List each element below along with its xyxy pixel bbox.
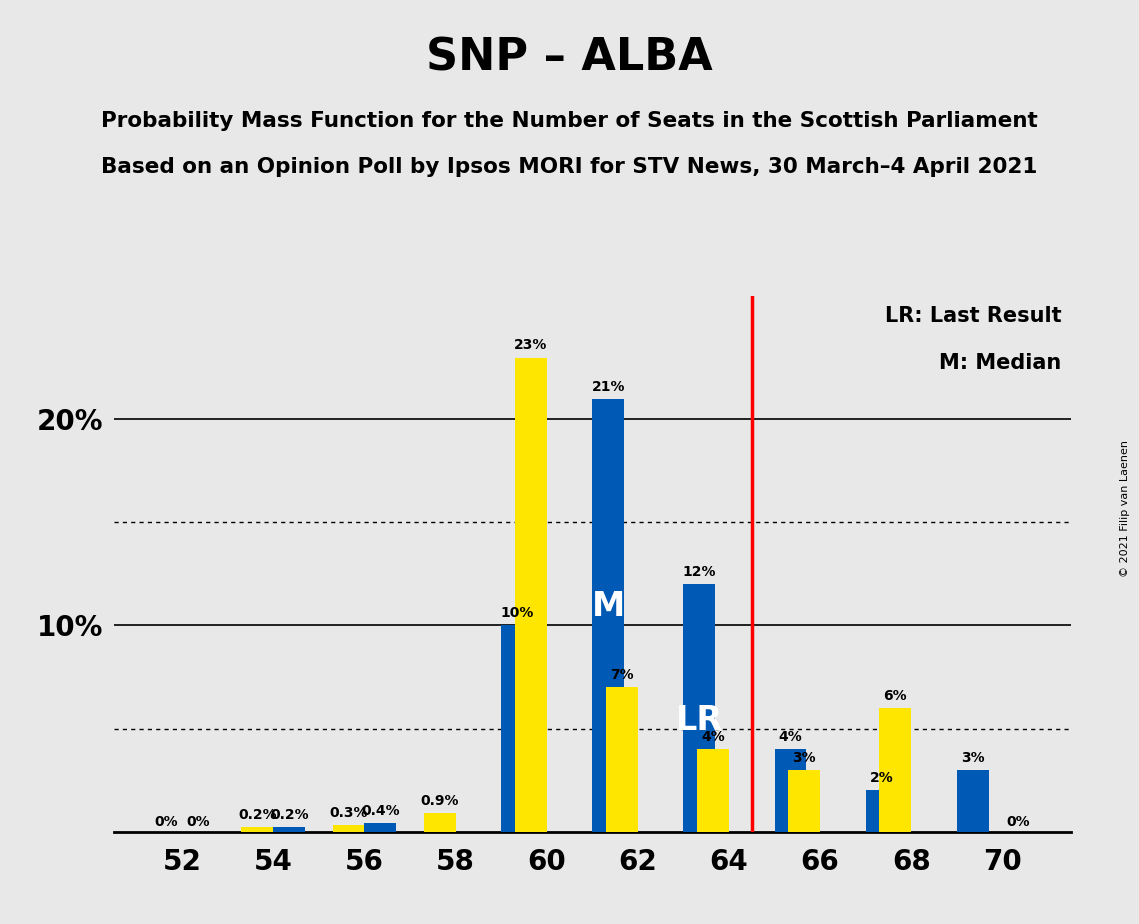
- Bar: [879, 708, 911, 832]
- Bar: [683, 584, 715, 832]
- Text: 0.4%: 0.4%: [361, 804, 400, 819]
- Bar: [697, 749, 729, 832]
- Text: 2%: 2%: [870, 772, 893, 785]
- Bar: [424, 813, 456, 832]
- Bar: [241, 828, 273, 832]
- Bar: [957, 770, 989, 832]
- Text: 10%: 10%: [500, 606, 534, 620]
- Text: LR: LR: [675, 704, 723, 736]
- Text: 0.2%: 0.2%: [238, 808, 277, 822]
- Text: 21%: 21%: [591, 380, 625, 394]
- Text: 4%: 4%: [779, 730, 802, 744]
- Text: M: M: [591, 590, 625, 623]
- Text: 6%: 6%: [884, 688, 907, 703]
- Text: M: Median: M: Median: [940, 353, 1062, 373]
- Bar: [333, 825, 364, 832]
- Bar: [788, 770, 820, 832]
- Text: 0%: 0%: [1007, 815, 1030, 829]
- Bar: [273, 828, 305, 832]
- Text: © 2021 Filip van Laenen: © 2021 Filip van Laenen: [1121, 440, 1130, 577]
- Text: SNP – ALBA: SNP – ALBA: [426, 37, 713, 80]
- Text: 12%: 12%: [682, 565, 716, 579]
- Text: 3%: 3%: [793, 750, 816, 765]
- Text: LR: Last Result: LR: Last Result: [885, 306, 1062, 326]
- Bar: [866, 790, 898, 832]
- Text: 0.3%: 0.3%: [329, 807, 368, 821]
- Text: 0.2%: 0.2%: [270, 808, 309, 822]
- Bar: [501, 626, 533, 832]
- Text: 0.9%: 0.9%: [420, 794, 459, 808]
- Bar: [592, 399, 624, 832]
- Text: 3%: 3%: [961, 750, 984, 765]
- Bar: [515, 358, 547, 832]
- Text: 23%: 23%: [514, 338, 548, 352]
- Text: 0%: 0%: [155, 815, 178, 829]
- Text: Based on an Opinion Poll by Ipsos MORI for STV News, 30 March–4 April 2021: Based on an Opinion Poll by Ipsos MORI f…: [101, 157, 1038, 177]
- Text: 0%: 0%: [187, 815, 210, 829]
- Text: 7%: 7%: [611, 668, 633, 682]
- Bar: [606, 687, 638, 832]
- Bar: [775, 749, 806, 832]
- Text: 4%: 4%: [702, 730, 724, 744]
- Bar: [364, 823, 396, 832]
- Text: Probability Mass Function for the Number of Seats in the Scottish Parliament: Probability Mass Function for the Number…: [101, 111, 1038, 131]
